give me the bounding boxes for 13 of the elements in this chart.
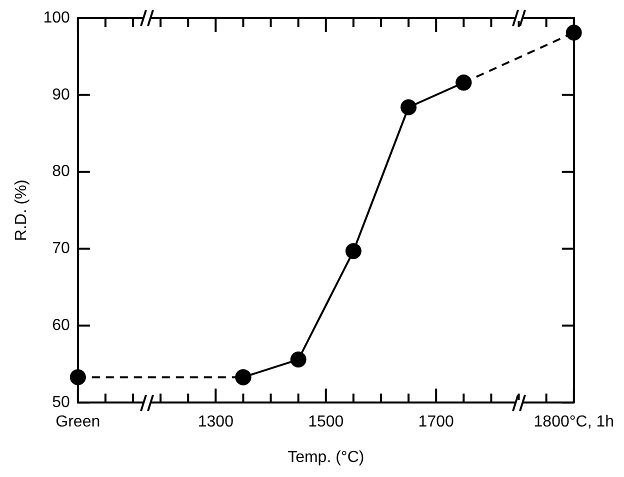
x-tick-label: 1800°C, 1h bbox=[534, 414, 614, 431]
x-axis-title: Temp. (°C) bbox=[288, 448, 364, 466]
y-tick-label: 50 bbox=[52, 394, 70, 412]
y-tick-label: 70 bbox=[52, 240, 70, 258]
x-tick-label: Green bbox=[56, 414, 100, 431]
y-tick-label: 100 bbox=[43, 9, 70, 26]
y-axis-title: R.D. (%) bbox=[13, 180, 30, 241]
x-tick-label: 1700 bbox=[418, 414, 454, 431]
x-tick-label: 1500 bbox=[308, 414, 344, 431]
y-tick-label: 90 bbox=[52, 86, 70, 104]
y-tick-label: 60 bbox=[52, 317, 70, 334]
y-tick-label: 80 bbox=[52, 163, 70, 180]
x-tick-label: 1300 bbox=[198, 414, 234, 431]
